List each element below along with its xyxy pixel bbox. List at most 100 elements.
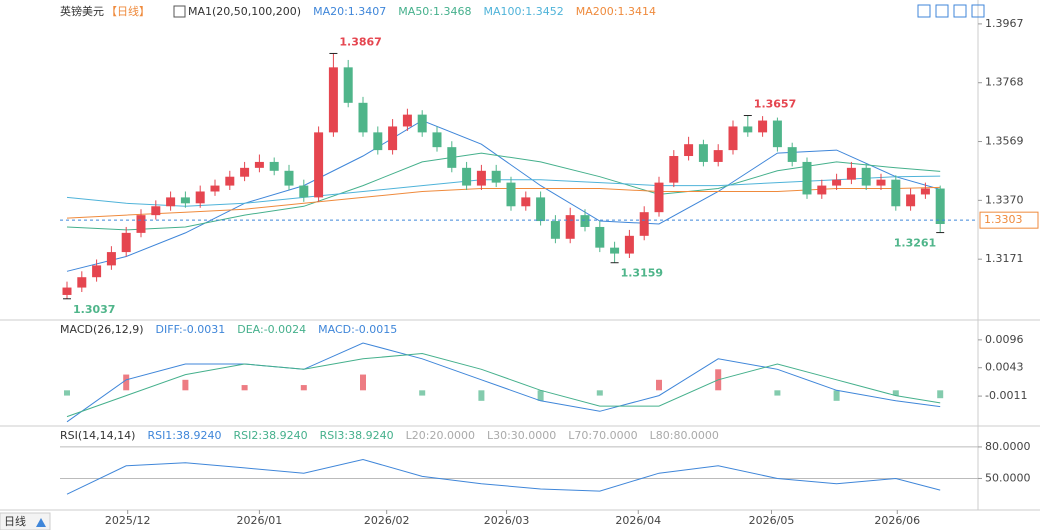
candle-body (328, 67, 338, 133)
legend-entry: DEA:-0.0024 (237, 323, 306, 336)
tool-icon[interactable] (953, 4, 967, 18)
candle-body (92, 265, 102, 278)
last-price-label: 1.3303 (984, 213, 1023, 226)
candle-body (195, 191, 205, 204)
footer-tab-label[interactable]: 日线 (4, 514, 26, 528)
candle-body (861, 167, 871, 186)
candle-body (373, 132, 383, 151)
candle-body (62, 287, 72, 295)
macd-bar (537, 390, 544, 401)
tab-arrow[interactable] (36, 518, 46, 527)
candle-body (506, 182, 516, 207)
x-tick-label: 2026/01 (237, 514, 283, 527)
candle-body (624, 235, 634, 254)
y-tick-label: 1.3171 (985, 252, 1024, 265)
candle-body (891, 179, 901, 207)
y-tick-label: 0.0043 (985, 361, 1024, 374)
legend-entry: L20:20.0000 (406, 429, 475, 442)
candle-body (787, 147, 797, 162)
symbol-title: 英镑美元 (60, 4, 104, 18)
macd-bar (241, 385, 248, 391)
indicator-line (66, 119, 941, 272)
tool-icon[interactable] (935, 4, 949, 18)
candle-body (684, 144, 694, 157)
candle-body (402, 114, 412, 127)
peak-label: 1.3867 (339, 35, 381, 48)
period-label: 【日线】 (106, 4, 150, 18)
macd-bar (64, 390, 70, 396)
candle-body (565, 215, 575, 239)
y-tick-label: 1.3967 (985, 17, 1024, 30)
indicator-line (66, 342, 941, 423)
y-tick-label: 1.3370 (985, 193, 1024, 206)
candle-body (210, 185, 220, 192)
indicator-line (66, 458, 941, 495)
candle-body (284, 170, 294, 186)
candle-body (743, 126, 753, 133)
last-price-box (979, 211, 1039, 229)
legend-entry: MACD(26,12,9) (60, 323, 144, 336)
candle-body (817, 185, 827, 195)
candle-body (225, 176, 235, 186)
peak-label: 1.3159 (621, 267, 663, 280)
candle-body (580, 215, 590, 227)
y-tick-label: -0.0011 (985, 389, 1027, 402)
candle-body (595, 226, 605, 248)
legend-entry: L80:80.0000 (650, 429, 719, 442)
candle-body (432, 132, 442, 148)
indicator-line (66, 352, 941, 418)
tool-icon[interactable] (971, 4, 985, 18)
legend-entry: DIFF:-0.0031 (156, 323, 226, 336)
y-tick-label: 50.0000 (985, 471, 1031, 484)
candle-body (358, 102, 368, 133)
candle-body (728, 126, 738, 151)
y-tick-label: 1.3768 (985, 76, 1024, 89)
macd-bar (937, 390, 944, 399)
candle-body (106, 252, 116, 266)
candle-body (254, 161, 264, 168)
macd-bar (478, 390, 485, 401)
indicator-icon (173, 5, 186, 18)
peak-label: 1.3261 (894, 237, 936, 250)
x-tick-label: 2026/05 (749, 514, 795, 527)
macd-bar (833, 390, 840, 401)
legend-entry: RSI3:38.9240 (320, 429, 394, 442)
tool-icon[interactable] (917, 4, 931, 18)
candle-body (802, 161, 812, 195)
candle-body (121, 232, 131, 253)
macd-bar (182, 379, 189, 391)
toolbar[interactable] (917, 4, 985, 18)
candle-body (536, 197, 546, 222)
legend-entry: MA200:1.3414 (576, 5, 656, 18)
candle-body (462, 167, 472, 186)
candle-body (476, 170, 486, 186)
candle-body (388, 126, 398, 151)
legend-entry: MA1(20,50,100,200) (188, 5, 301, 18)
candle-body (654, 182, 664, 213)
x-tick-label: 2026/03 (484, 514, 530, 527)
candle-body (669, 156, 679, 183)
y-tick-label: 1.3569 (985, 135, 1024, 148)
candle-body (491, 170, 501, 183)
y-tick-label: 80.0000 (985, 440, 1031, 453)
candle-body (832, 179, 842, 186)
candle-body (77, 277, 87, 288)
macd-bar (300, 385, 307, 391)
candle-body (180, 197, 190, 204)
x-tick-label: 2026/02 (364, 514, 410, 527)
candle-body (343, 67, 353, 103)
candle-body (447, 147, 457, 168)
candle-body (166, 197, 176, 207)
candle-body (698, 144, 708, 162)
candle-body (876, 179, 886, 186)
candle-body (269, 161, 279, 171)
candle-body (713, 150, 723, 162)
candle-body (136, 215, 146, 233)
candle-body (240, 167, 250, 177)
candle-body (550, 221, 560, 239)
candle-body (639, 212, 649, 236)
candle-body (521, 197, 531, 207)
legend-entry: RSI(14,14,14) (60, 429, 135, 442)
y-tick-label: 0.0096 (985, 333, 1024, 346)
